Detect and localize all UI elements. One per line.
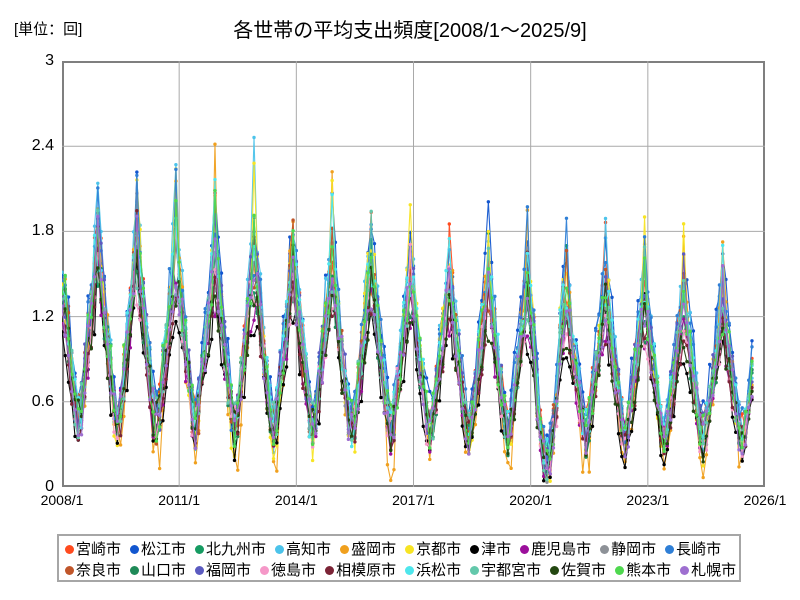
legend-item-宇都宮市[interactable]: 宇都宮市: [470, 563, 541, 578]
legend-marker-icon: [130, 545, 140, 554]
legend-marker-icon: [680, 566, 690, 575]
legend-marker-icon: [550, 566, 560, 575]
legend-marker-icon: [405, 566, 415, 575]
legend-item-相模原市[interactable]: 相模原市: [325, 563, 396, 578]
legend-label: 北九州市: [206, 541, 267, 558]
legend-marker-icon: [325, 566, 335, 575]
legend-marker-icon: [275, 545, 285, 554]
legend-item-松江市[interactable]: 松江市: [130, 542, 186, 557]
legend-label: 高知市: [286, 541, 332, 558]
legend-item-静岡市[interactable]: 静岡市: [600, 542, 656, 557]
legend-marker-icon: [195, 566, 205, 575]
legend-item-札幌市[interactable]: 札幌市: [680, 563, 736, 578]
legend-item-津市[interactable]: 津市: [470, 542, 511, 557]
x-tick-2026-1: 2026/1: [743, 492, 787, 508]
legend-marker-icon: [600, 545, 610, 554]
legend-marker-icon: [665, 545, 675, 554]
legend-label: 福岡市: [206, 562, 252, 579]
legend-label: 鹿児島市: [531, 541, 592, 558]
legend-marker-icon: [340, 545, 350, 554]
legend-marker-icon: [130, 566, 140, 575]
legend-label: 奈良市: [76, 562, 122, 579]
legend-marker-icon: [195, 545, 205, 554]
legend-item-京都市[interactable]: 京都市: [405, 542, 461, 557]
legend-item-佐賀市[interactable]: 佐賀市: [550, 563, 606, 578]
legend-marker-icon: [470, 545, 480, 554]
y-tick-0.6: 0.6: [31, 392, 54, 410]
legend-item-徳島市[interactable]: 徳島市: [260, 563, 316, 578]
legend-item-山口市[interactable]: 山口市: [130, 563, 186, 578]
y-tick-3: 3: [45, 52, 54, 69]
legend-label: 札幌市: [691, 562, 737, 579]
legend-marker-icon: [65, 545, 74, 554]
x-tick-2020-1: 2020/1: [509, 492, 553, 508]
legend-item-北九州市[interactable]: 北九州市: [195, 542, 266, 557]
legend-label: 徳島市: [271, 562, 317, 579]
legend-row-2: 奈良市 山口市 福岡市 徳島市 相模原市 浜松市 宇都宮市 佐賀市 熊本市 札幌市: [65, 560, 736, 581]
legend-item-宮崎市[interactable]: 宮崎市: [65, 542, 121, 557]
x-tick-2011-1: 2011/1: [158, 492, 201, 508]
legend-row-1: 宮崎市 松江市 北九州市 高知市 盛岡市 京都市 津市 鹿児島市 静岡市 長崎市: [65, 539, 733, 560]
legend-item-熊本市[interactable]: 熊本市: [615, 563, 671, 578]
legend-label: 長崎市: [676, 541, 722, 558]
legend-label: 静岡市: [611, 541, 657, 558]
legend-label: 熊本市: [626, 562, 672, 579]
y-tick-0: 0: [45, 478, 54, 495]
chart-title: 各世帯の平均支出頻度[2008/1～2025/9]: [233, 20, 587, 42]
legend-marker-icon: [260, 566, 270, 575]
legend-label: 相模原市: [336, 562, 397, 579]
legend-item-福岡市[interactable]: 福岡市: [195, 563, 251, 578]
legend-marker-icon: [520, 545, 530, 554]
y-tick-1.8: 1.8: [31, 222, 54, 240]
legend-label: 京都市: [416, 541, 462, 558]
legend-label: 山口市: [141, 562, 187, 579]
legend-item-長崎市[interactable]: 長崎市: [665, 542, 721, 557]
legend-marker-icon: [615, 566, 625, 575]
y-tick-1.2: 1.2: [31, 307, 54, 325]
x-tick-2014-1: 2014/1: [274, 492, 318, 508]
legend-label: 盛岡市: [351, 541, 397, 558]
legend-item-高知市[interactable]: 高知市: [275, 542, 331, 557]
legend-item-奈良市[interactable]: 奈良市: [65, 563, 121, 578]
legend: 宮崎市 松江市 北九州市 高知市 盛岡市 京都市 津市 鹿児島市 静岡市 長崎市 奈良市 山口市 福岡…: [57, 534, 741, 582]
legend-label: 宇都宮市: [481, 562, 542, 579]
legend-label: 佐賀市: [561, 562, 607, 579]
legend-marker-icon: [405, 545, 415, 554]
x-tick-2017-1: 2017/1: [392, 492, 435, 508]
legend-marker-icon: [470, 566, 480, 575]
series-lines: [62, 61, 765, 487]
legend-item-鹿児島市[interactable]: 鹿児島市: [520, 542, 591, 557]
unit-label: [単位：回]: [14, 21, 83, 38]
legend-item-盛岡市[interactable]: 盛岡市: [340, 542, 396, 557]
legend-label: 宮崎市: [76, 541, 122, 558]
legend-marker-icon: [65, 566, 74, 575]
y-tick-2.4: 2.4: [31, 137, 54, 155]
x-tick-2023-1: 2023/1: [626, 492, 670, 508]
legend-label: 浜松市: [416, 562, 462, 579]
legend-item-浜松市[interactable]: 浜松市: [405, 563, 461, 578]
legend-label: 松江市: [141, 541, 187, 558]
plot-area: [62, 61, 765, 487]
legend-label: 津市: [481, 541, 512, 558]
x-tick-2008-1: 2008/1: [40, 492, 84, 508]
